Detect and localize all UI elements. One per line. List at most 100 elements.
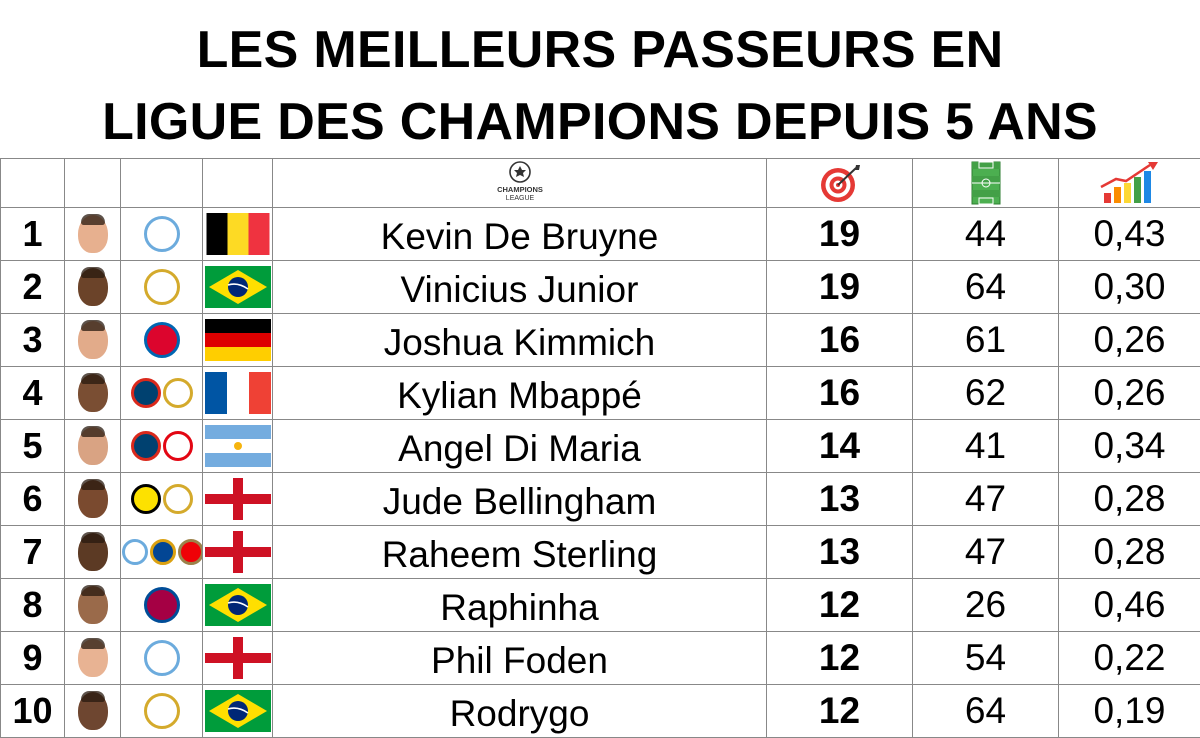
club-logos-cell <box>121 526 203 579</box>
player-name: Kylian Mbappé <box>273 367 767 420</box>
assists-value: 12 <box>767 579 913 632</box>
player-avatar <box>78 427 108 465</box>
assists-value: 19 <box>767 261 913 314</box>
player-photo-cell <box>65 208 121 261</box>
nation-flag-cell <box>203 579 273 632</box>
player-avatar <box>78 215 108 253</box>
player-photo-cell <box>65 473 121 526</box>
player-photo-cell <box>65 579 121 632</box>
player-avatar <box>78 692 108 730</box>
bayern-logo-icon <box>144 322 180 358</box>
club-logos-cell <box>121 261 203 314</box>
arsenal-logo-icon <box>178 539 203 565</box>
table-row: 10 Rodrygo 12 64 0,19 <box>1 685 1200 738</box>
player-photo-cell <box>65 685 121 738</box>
brazil-flag-icon <box>205 690 271 732</box>
club-logos-cell <box>121 420 203 473</box>
growth-chart-icon <box>1098 161 1162 205</box>
table-header-row: CHAMPIONS LEAGUE <box>1 159 1200 208</box>
header-matches <box>913 159 1059 208</box>
nation-flag-cell <box>203 208 273 261</box>
player-name: Kevin De Bruyne <box>273 208 767 261</box>
player-avatar <box>78 268 108 306</box>
psg-logo-icon <box>131 431 161 461</box>
player-name: Rodrygo <box>273 685 767 738</box>
player-name: Raheem Sterling <box>273 526 767 579</box>
dortmund-logo-icon <box>131 484 161 514</box>
nation-flag-cell <box>203 367 273 420</box>
player-avatar <box>78 586 108 624</box>
player-avatar <box>78 374 108 412</box>
england-flag-icon <box>205 637 271 679</box>
rank-cell: 9 <box>1 632 65 685</box>
england-flag-icon <box>205 478 271 520</box>
matches-value: 26 <box>913 579 1059 632</box>
man-city-logo-icon <box>144 640 180 676</box>
nation-flag-cell <box>203 420 273 473</box>
nation-flag-cell <box>203 314 273 367</box>
club-logos-cell <box>121 632 203 685</box>
ratio-value: 0,43 <box>1059 208 1200 261</box>
barcelona-logo-icon <box>144 587 180 623</box>
club-logos-cell <box>121 208 203 261</box>
rank-cell: 7 <box>1 526 65 579</box>
rank-cell: 3 <box>1 314 65 367</box>
header-rank <box>1 159 65 208</box>
france-flag-icon <box>205 372 271 414</box>
ratio-value: 0,34 <box>1059 420 1200 473</box>
club-logos-cell <box>121 579 203 632</box>
benfica-logo-icon <box>163 431 193 461</box>
rank-cell: 6 <box>1 473 65 526</box>
player-name: Raphinha <box>273 579 767 632</box>
matches-value: 47 <box>913 473 1059 526</box>
header-player <box>65 159 121 208</box>
header-assists <box>767 159 913 208</box>
assists-value: 16 <box>767 314 913 367</box>
table-row: 8 Raphinha 12 26 0,46 <box>1 579 1200 632</box>
germany-flag-icon <box>205 319 271 361</box>
table-row: 5 Angel Di Maria 14 41 0,34 <box>1 420 1200 473</box>
champions-league-logo-icon: CHAMPIONS LEAGUE <box>490 160 550 206</box>
assists-value: 12 <box>767 685 913 738</box>
svg-text:CHAMPIONS: CHAMPIONS <box>497 185 543 194</box>
player-photo-cell <box>65 261 121 314</box>
assists-value: 13 <box>767 473 913 526</box>
real-madrid-logo-icon <box>163 484 193 514</box>
title-line-1: LES MEILLEURS PASSEURS EN <box>0 14 1200 86</box>
brazil-flag-icon <box>205 584 271 626</box>
club-logos-cell <box>121 473 203 526</box>
club-logos-cell <box>121 314 203 367</box>
player-name: Jude Bellingham <box>273 473 767 526</box>
header-name: CHAMPIONS LEAGUE <box>273 159 767 208</box>
player-avatar <box>78 533 108 571</box>
matches-value: 47 <box>913 526 1059 579</box>
rank-cell: 2 <box>1 261 65 314</box>
assists-value: 14 <box>767 420 913 473</box>
pitch-icon <box>971 161 1001 205</box>
player-name: Joshua Kimmich <box>273 314 767 367</box>
player-photo-cell <box>65 526 121 579</box>
page-title: LES MEILLEURS PASSEURS EN LIGUE DES CHAM… <box>0 0 1200 158</box>
player-photo-cell <box>65 314 121 367</box>
table-row: 3 Joshua Kimmich 16 61 0,26 <box>1 314 1200 367</box>
ratio-value: 0,22 <box>1059 632 1200 685</box>
player-photo-cell <box>65 632 121 685</box>
rank-cell: 10 <box>1 685 65 738</box>
assists-value: 13 <box>767 526 913 579</box>
ranking-table: CHAMPIONS LEAGUE <box>0 158 1200 738</box>
nation-flag-cell <box>203 526 273 579</box>
table-row: 1 Kevin De Bruyne 19 44 0,43 <box>1 208 1200 261</box>
player-photo-cell <box>65 367 121 420</box>
nation-flag-cell <box>203 685 273 738</box>
belgium-flag-icon <box>205 213 271 255</box>
assists-value: 16 <box>767 367 913 420</box>
real-madrid-logo-icon <box>163 378 193 408</box>
nation-flag-cell <box>203 632 273 685</box>
rank-cell: 4 <box>1 367 65 420</box>
matches-value: 54 <box>913 632 1059 685</box>
ratio-value: 0,26 <box>1059 314 1200 367</box>
assists-value: 12 <box>767 632 913 685</box>
table-row: 6 Jude Bellingham 13 47 0,28 <box>1 473 1200 526</box>
player-name: Phil Foden <box>273 632 767 685</box>
assists-value: 19 <box>767 208 913 261</box>
